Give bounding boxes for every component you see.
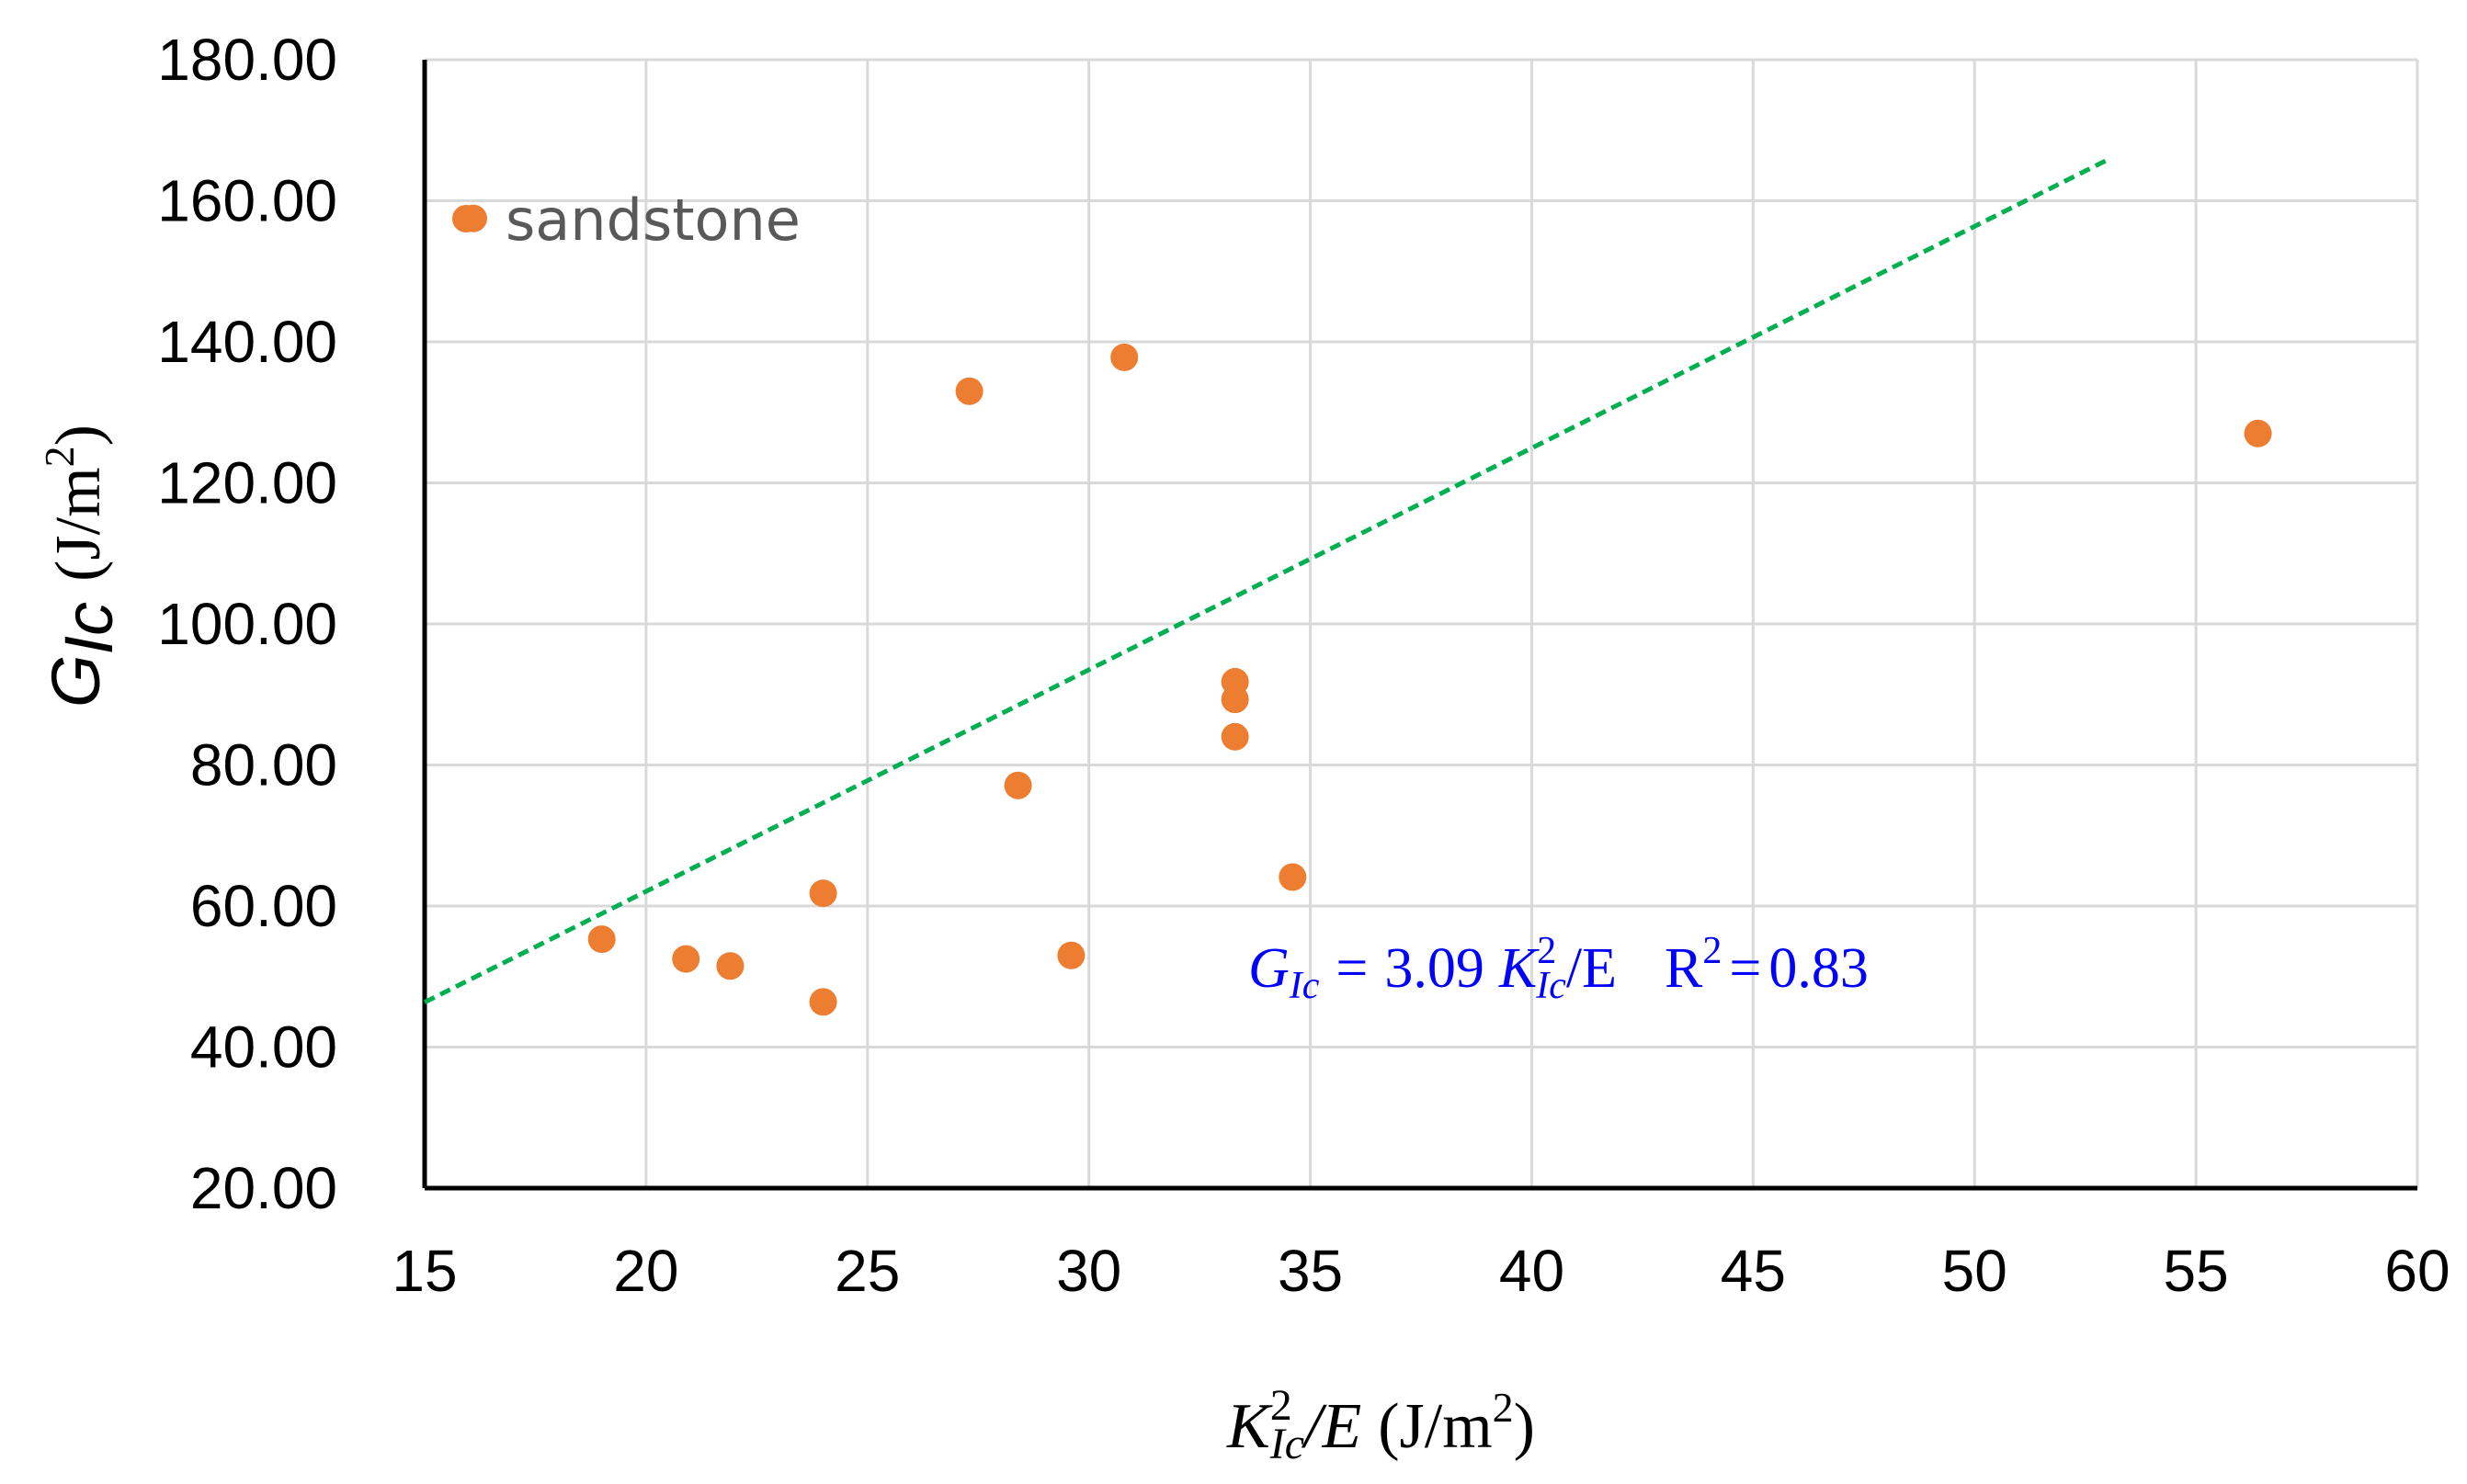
equation-annotation: GIc = 3.09 K2 Ic/E R2 = 0.83 xyxy=(1248,930,1869,1007)
eq-r-sup: 2 xyxy=(1702,930,1722,972)
x-tick-label: 55 xyxy=(2164,1238,2229,1304)
xlabel-units: (J/m xyxy=(1378,1391,1492,1462)
data-point xyxy=(1221,685,1249,714)
data-point xyxy=(809,988,837,1016)
linear-trendline xyxy=(423,157,2109,1004)
data-point xyxy=(1221,722,1249,751)
eq-r-value: 0.83 xyxy=(1768,937,1869,1000)
ylabel-var: G xyxy=(38,654,114,708)
eq-over-e: /E xyxy=(1566,937,1617,1000)
y-tick-label: 120.00 xyxy=(157,450,337,516)
y-axis-title: GIc (J/m2) xyxy=(36,425,127,708)
eq-equals: = xyxy=(1336,937,1368,1000)
y-tick-label: 180.00 xyxy=(157,27,337,93)
x-tick-label: 50 xyxy=(1942,1238,2007,1304)
data-point xyxy=(955,377,983,405)
y-tick-label: 80.00 xyxy=(190,732,337,799)
x-tick-label: 20 xyxy=(613,1238,678,1304)
y-tick-label: 40.00 xyxy=(190,1014,337,1081)
x-tick-label: 25 xyxy=(835,1238,900,1304)
gridlines xyxy=(425,58,2419,1188)
y-tick-label: 60.00 xyxy=(190,873,337,939)
ylabel-var-sub: Ic xyxy=(51,602,127,655)
eq-r: R xyxy=(1665,937,1703,1000)
data-point xyxy=(1057,941,1086,969)
ylabel-units-close: ) xyxy=(43,425,114,446)
data-point xyxy=(809,879,837,908)
eq-var-sub: Ic xyxy=(1289,965,1320,1007)
eq-k-sup: 2 xyxy=(1537,930,1556,972)
x-tick-label: 35 xyxy=(1278,1238,1343,1304)
x-tick-label: 60 xyxy=(2384,1238,2450,1304)
eq-k: K xyxy=(1498,937,1540,1000)
xlabel-units-sup: 2 xyxy=(1493,1384,1514,1431)
y-tick-label: 140.00 xyxy=(157,309,337,375)
eq-var: G xyxy=(1248,937,1290,1000)
ylabel-units-sup: 2 xyxy=(36,446,83,467)
xlabel-units-close: ) xyxy=(1514,1391,1535,1462)
legend-marker xyxy=(452,205,480,232)
xlabel-k-sub: Ic xyxy=(1269,1420,1304,1468)
legend-label: sandstone xyxy=(506,187,801,254)
y-tick-label: 160.00 xyxy=(157,168,337,234)
eq-k-sub: Ic xyxy=(1535,965,1566,1007)
y-tick-labels: 20.00 40.00 60.00 80.00 100.00 120.00 140.00 16… xyxy=(157,27,337,1221)
y-tick-label: 100.00 xyxy=(157,591,337,657)
data-point xyxy=(587,925,616,954)
x-tick-label: 40 xyxy=(1499,1238,1564,1304)
data-point xyxy=(1279,863,1307,891)
xlabel-k-sup: 2 xyxy=(1270,1381,1292,1430)
data-point xyxy=(672,945,700,973)
ylabel-units: (J/m xyxy=(43,467,114,581)
data-point xyxy=(2244,419,2272,447)
xlabel-over-e: /E xyxy=(1301,1391,1361,1462)
eq-coef: 3.09 xyxy=(1384,937,1484,1000)
eq-r-equals: = xyxy=(1729,937,1761,1000)
data-points xyxy=(459,204,2272,1016)
x-tick-label: 30 xyxy=(1056,1238,1121,1304)
xlabel-k: K xyxy=(1226,1391,1273,1462)
data-point xyxy=(1004,771,1032,799)
y-tick-label: 20.00 xyxy=(190,1155,337,1221)
x-axis-title: K2 Ic/E (J/m2) xyxy=(1226,1381,1535,1468)
x-tick-labels: 15 20 25 30 35 40 45 50 55 60 xyxy=(392,1238,2450,1304)
data-point xyxy=(716,952,745,980)
x-tick-label: 45 xyxy=(1721,1238,1786,1304)
x-tick-label: 15 xyxy=(392,1238,457,1304)
data-point xyxy=(1110,343,1139,371)
